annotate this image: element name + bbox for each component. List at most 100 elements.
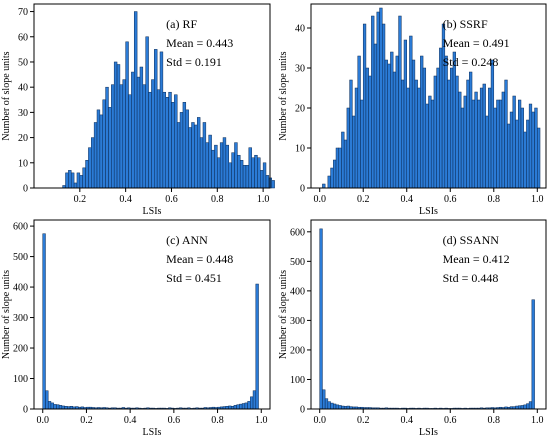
bar bbox=[417, 87, 421, 189]
x-tick-label: 0.2 bbox=[74, 194, 87, 205]
bar bbox=[338, 147, 342, 189]
chart-panel-ssrf: 0.0 0.2 0.4 0.6 0.8 1.0 0 10 20 30 40 LSIs Number of… bbox=[278, 3, 547, 217]
bar bbox=[242, 165, 247, 189]
bar bbox=[504, 79, 508, 189]
bar bbox=[466, 79, 470, 189]
bar bbox=[496, 99, 500, 189]
y-tick-label: 20 bbox=[18, 133, 28, 144]
bar bbox=[450, 67, 454, 189]
bar bbox=[368, 75, 372, 189]
bar bbox=[171, 102, 175, 189]
bar bbox=[271, 180, 275, 189]
bar bbox=[233, 405, 237, 410]
bar bbox=[241, 403, 246, 410]
bar bbox=[47, 401, 52, 410]
bar bbox=[254, 154, 258, 189]
bar bbox=[82, 167, 86, 189]
bar bbox=[197, 117, 201, 189]
bar bbox=[251, 157, 255, 189]
x-tick-label: 0.8 bbox=[488, 194, 501, 205]
bar bbox=[346, 107, 350, 189]
bar bbox=[420, 55, 424, 189]
bar bbox=[333, 403, 337, 410]
bar bbox=[528, 103, 533, 189]
bar bbox=[151, 79, 155, 189]
y-tick-label: 30 bbox=[18, 108, 28, 119]
y-tick-label: 30 bbox=[295, 64, 305, 75]
bar bbox=[477, 99, 481, 189]
bar bbox=[188, 127, 192, 189]
bar bbox=[406, 87, 410, 189]
bar bbox=[319, 228, 323, 410]
x-tick-label: 1.0 bbox=[257, 194, 270, 205]
bar bbox=[455, 75, 459, 189]
bar bbox=[515, 119, 519, 189]
plot-frame bbox=[310, 3, 547, 189]
bar bbox=[537, 127, 541, 189]
y-tick-label: 400 bbox=[13, 283, 28, 294]
y-tick-label: 40 bbox=[295, 24, 305, 35]
bar bbox=[528, 401, 533, 410]
bar bbox=[493, 107, 497, 189]
x-tick-label: 0.4 bbox=[400, 194, 413, 205]
x-axis-label: LSIs bbox=[143, 427, 162, 437]
bar bbox=[179, 112, 184, 189]
bar bbox=[185, 109, 189, 189]
chart-panel-ann: 0.0 0.2 0.4 0.6 0.8 1.0 0 100 200 300 400 500 600 LSI… bbox=[1, 219, 271, 438]
bar bbox=[357, 55, 361, 189]
mean-annotation: Mean = 0.491 bbox=[443, 36, 510, 50]
y-tick-label: 500 bbox=[13, 252, 28, 263]
panel-label: (a) RF bbox=[166, 17, 197, 31]
bar bbox=[469, 71, 473, 189]
bar bbox=[257, 157, 261, 189]
bar bbox=[458, 91, 462, 189]
bar bbox=[490, 59, 495, 189]
bar bbox=[211, 149, 215, 189]
y-axis-label: Number of slope units bbox=[1, 51, 12, 140]
x-axis-label: LSIs bbox=[419, 427, 438, 437]
bar bbox=[156, 89, 161, 189]
bars-rf bbox=[62, 11, 275, 189]
chart-panel-rf: 0.2 0.4 0.6 0.8 1.0 0 10 20 30 40 50 60 70 LSIs Number… bbox=[1, 3, 275, 217]
bar bbox=[474, 91, 478, 189]
y-tick-label: 70 bbox=[18, 7, 28, 18]
bar bbox=[479, 87, 484, 189]
y-tick-label: 200 bbox=[290, 345, 305, 356]
bar bbox=[225, 144, 229, 189]
bar bbox=[250, 396, 254, 410]
bar bbox=[395, 55, 399, 189]
bar bbox=[523, 131, 527, 189]
bar bbox=[199, 137, 204, 189]
bar bbox=[58, 405, 63, 410]
y-tick-label: 300 bbox=[290, 316, 305, 327]
bar bbox=[194, 124, 198, 189]
bar bbox=[376, 11, 380, 189]
x-tick-label: 0.6 bbox=[444, 415, 457, 426]
bar bbox=[53, 404, 57, 410]
x-axis-label: LSIs bbox=[143, 206, 162, 217]
bar bbox=[105, 86, 109, 189]
y-axis-label: Number of slope units bbox=[1, 270, 12, 359]
bar bbox=[411, 59, 416, 189]
plot-frame bbox=[310, 219, 547, 410]
y-tick-label: 400 bbox=[290, 286, 305, 297]
y-axis-label: Number of slope units bbox=[278, 51, 289, 140]
panel-label: (c) ANN bbox=[166, 233, 208, 247]
bar bbox=[91, 137, 95, 189]
bar bbox=[111, 84, 115, 189]
bar bbox=[463, 95, 467, 189]
bar bbox=[42, 233, 46, 410]
bar bbox=[523, 404, 527, 410]
bar bbox=[159, 51, 164, 189]
bar bbox=[247, 401, 251, 410]
y-tick-label: 0 bbox=[300, 184, 305, 195]
bar bbox=[322, 183, 326, 189]
y-tick-label: 10 bbox=[18, 158, 28, 169]
bar bbox=[526, 403, 530, 410]
bar bbox=[335, 404, 339, 410]
y-axis-label: Number of slope units bbox=[278, 270, 289, 359]
bar bbox=[262, 162, 267, 189]
bar bbox=[428, 95, 432, 189]
